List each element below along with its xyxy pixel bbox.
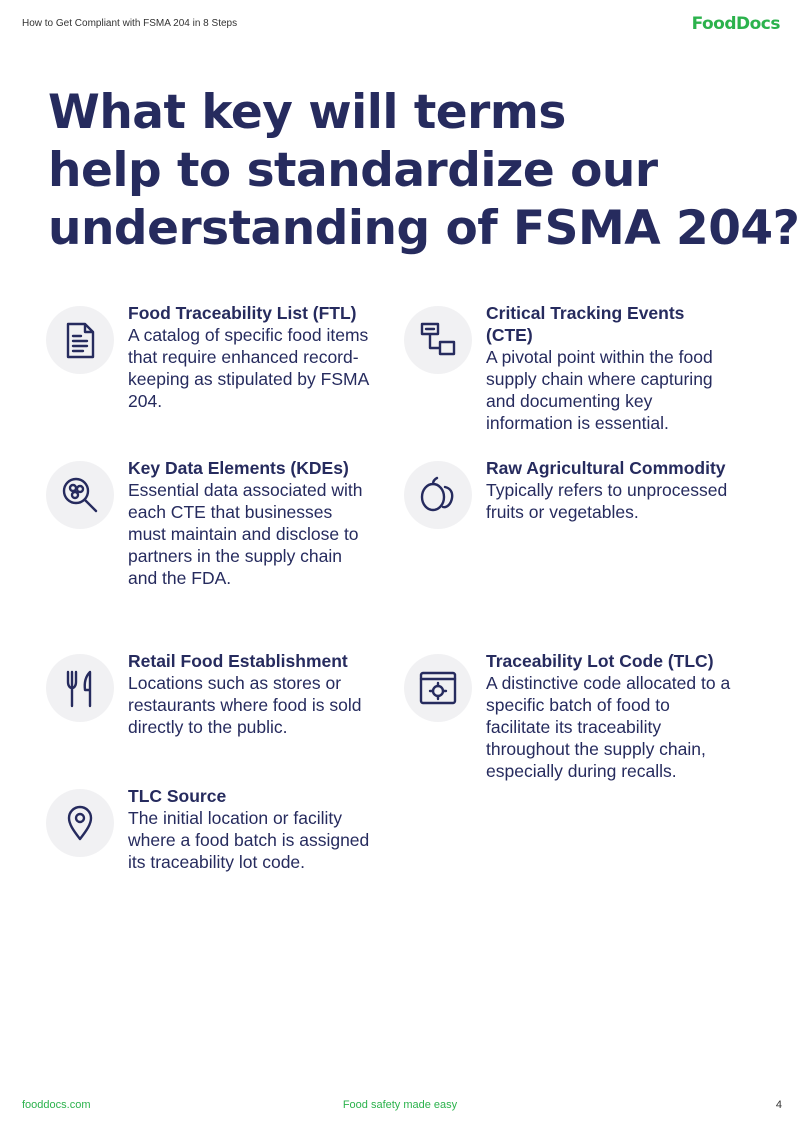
icon <box>46 654 114 722</box>
header-doc-title: How to Get Compliant with FSMA 204 in 8 … <box>22 18 238 29</box>
term-text: A pivotal point within the food supply c… <box>486 347 713 433</box>
term-text: Locations such as stores or restaurants … <box>128 673 362 737</box>
title-line: help to standardize our <box>48 143 658 198</box>
term-text: Essential data associated with each CTE … <box>128 480 363 588</box>
page-number: 4 <box>775 1099 782 1111</box>
title-line: understanding of FSMA 204? <box>48 201 800 256</box>
page-title: What key will terms help to standardize … <box>48 84 800 258</box>
term-title: Traceability Lot Code (TLC) <box>486 651 714 671</box>
icon <box>46 789 114 857</box>
footer-site[interactable]: fooddocs.com <box>22 1099 91 1111</box>
term-text: A distinctive code allocated to a specif… <box>486 673 731 781</box>
logo[interactable]: FoodDocs <box>691 14 781 34</box>
term-title: Key Data Elements (KDEs) <box>128 458 349 478</box>
term-text: A catalog of specific food items that re… <box>128 325 369 411</box>
term-title: Raw Agricultural Commodity <box>486 458 726 478</box>
term-text: The initial location or facility where a… <box>128 808 370 872</box>
icon <box>404 654 472 722</box>
icon <box>404 461 472 529</box>
term-text: Typically refers to unprocessed fruits o… <box>486 480 728 522</box>
term-title: Critical Tracking Events (CTE) <box>486 303 685 345</box>
icon <box>46 461 114 529</box>
term-title: TLC Source <box>128 786 227 806</box>
term-title: Food Traceability List (FTL) <box>128 303 357 323</box>
title-line: What key will terms <box>48 85 566 140</box>
term-title: Retail Food Establishment <box>128 651 348 671</box>
footer-tagline: Food safety made easy <box>342 1099 458 1111</box>
icon <box>46 306 114 374</box>
icon <box>404 306 472 374</box>
